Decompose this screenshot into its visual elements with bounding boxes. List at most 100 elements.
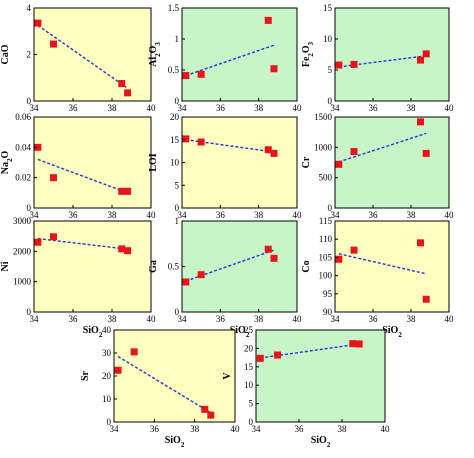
y-tick-label: 500 (319, 173, 333, 183)
x-axis-label: SiO2 (83, 325, 103, 339)
x-tick-label: 34 (331, 103, 341, 113)
y-axis-label: Co (301, 260, 312, 272)
x-tick-label: 34 (110, 424, 120, 434)
data-point (355, 340, 363, 348)
y-tick-label: 5 (328, 65, 333, 75)
y-tick-label: 0 (249, 417, 254, 427)
data-point (335, 61, 343, 69)
y-tick-label: 10 (102, 394, 112, 404)
x-axis-label: SiO2 (311, 435, 331, 449)
data-point (124, 187, 132, 195)
data-point (270, 65, 278, 73)
data-point (417, 118, 424, 126)
data-point (182, 135, 190, 143)
data-point (201, 405, 209, 413)
x-tick-label: 40 (147, 210, 157, 220)
x-tick-label: 36 (216, 103, 226, 113)
trend-line (185, 44, 275, 77)
plot-background (256, 330, 385, 422)
data-point (50, 174, 57, 182)
y-tick-label: 10 (323, 34, 333, 44)
data-point (50, 233, 57, 241)
plot-background (182, 221, 297, 312)
y-tick-label: 2 (27, 50, 32, 60)
data-point (335, 160, 343, 168)
y-tick-label: 95 (323, 289, 333, 299)
panel-cr: 34 36 38 40 0 500 1000 1500 Cr (301, 112, 454, 220)
x-tick-label: 34 (30, 103, 40, 113)
x-tick-label: 38 (108, 314, 118, 324)
data-point (417, 239, 424, 247)
data-point (182, 72, 190, 80)
x-tick-label: 38 (407, 314, 417, 324)
data-point (350, 60, 358, 68)
x-tick-label: 40 (445, 210, 455, 220)
panel-v: 34 36 38 40 0 5 10 15 20 25 V SiO2 (222, 325, 390, 449)
data-point (124, 247, 132, 255)
y-tick-label: 5 (175, 180, 180, 190)
panel-ga: 34 36 38 40 0 0.5 1 Ga SiO2 (148, 216, 302, 339)
plot-background (335, 8, 449, 101)
y-axis-label: LOI (148, 153, 159, 171)
y-tick-label: 1 (175, 34, 180, 44)
x-tick-label: 36 (69, 314, 79, 324)
data-point (197, 70, 205, 78)
y-tick-label: 0 (27, 96, 32, 106)
y-tick-label: 1500 (314, 112, 333, 122)
plot-background (335, 117, 449, 208)
data-point (270, 149, 278, 157)
y-tick-label: 0 (328, 203, 333, 213)
x-tick-label: 38 (108, 210, 118, 220)
y-tick-label: 30 (102, 348, 112, 358)
data-point (34, 143, 42, 151)
data-point (264, 245, 272, 253)
plot-background (182, 117, 297, 208)
data-point (417, 56, 424, 64)
data-point (182, 278, 190, 286)
plot-frame (334, 7, 450, 102)
y-axis-label: CaO (0, 44, 11, 64)
x-tick-label: 36 (69, 210, 79, 220)
y-tick-label: 110 (319, 234, 333, 244)
y-axis-label: Al2O3 (148, 42, 162, 67)
x-tick-label: 40 (445, 314, 455, 324)
y-tick-label: 15 (244, 362, 254, 372)
data-point (118, 80, 126, 88)
x-tick-label: 34 (178, 314, 188, 324)
x-tick-label: 36 (369, 314, 379, 324)
data-point (422, 50, 430, 58)
y-tick-label: 115 (319, 216, 333, 226)
y-axis-label: Ga (148, 260, 159, 273)
y-tick-label: 0.5 (168, 262, 180, 272)
x-tick-label: 34 (178, 210, 188, 220)
x-tick-label: 40 (293, 210, 303, 220)
x-tick-label: 36 (69, 103, 79, 113)
data-point (256, 354, 264, 362)
x-tick-label: 36 (369, 103, 379, 113)
panel-cao: 34 36 38 40 0 2 4 CaO (0, 3, 156, 113)
x-tick-label: 38 (254, 314, 264, 324)
y-tick-label: 0 (107, 417, 112, 427)
plot-background (114, 330, 235, 422)
y-tick-label: 0.04 (15, 142, 31, 152)
y-axis-label: Na2O (0, 151, 14, 175)
x-tick-label: 40 (293, 314, 303, 324)
data-point (350, 148, 358, 156)
panel-co: 34 36 38 40 90 95 100 105 110 115 Co SiO2 (301, 216, 454, 339)
data-point (264, 16, 272, 24)
data-point (130, 348, 138, 356)
x-tick-label: 38 (338, 424, 348, 434)
panel-fe2o3: 34 36 38 40 0 5 10 15 Fe2O3 (301, 3, 454, 113)
data-point (270, 254, 278, 262)
data-point (118, 245, 126, 253)
x-tick-label: 40 (231, 424, 241, 434)
plot-frame (33, 116, 152, 209)
y-tick-label: 3000 (13, 216, 32, 226)
data-point (197, 271, 205, 279)
data-point (350, 246, 358, 254)
x-tick-label: 38 (407, 103, 417, 113)
x-tick-label: 40 (147, 314, 157, 324)
